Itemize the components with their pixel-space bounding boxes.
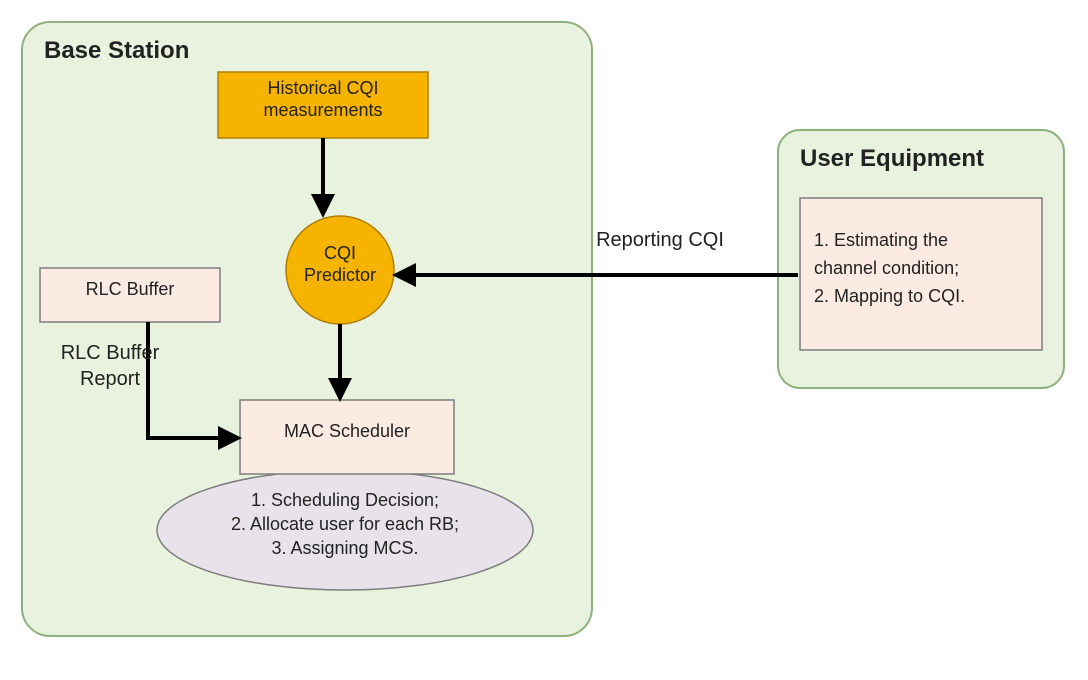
mac_scheduler-node: MAC Scheduler bbox=[240, 400, 454, 474]
user_equipment-title: User Equipment bbox=[800, 145, 984, 172]
cqi_predictor-node: CQIPredictor bbox=[286, 216, 394, 324]
svg-text:1. Estimating thechannel condi: 1. Estimating thechannel condition;2. Ma… bbox=[814, 230, 965, 306]
ue_details-node: 1. Estimating thechannel condition;2. Ma… bbox=[800, 198, 1042, 350]
base_station-title: Base Station bbox=[44, 37, 189, 64]
rlc_buffer-node: RLC Buffer bbox=[40, 268, 220, 322]
scheduler_details-node: 1. Scheduling Decision;2. Allocate user … bbox=[157, 470, 533, 590]
svg-text:MAC Scheduler: MAC Scheduler bbox=[284, 421, 410, 441]
svg-text:RLC Buffer: RLC Buffer bbox=[86, 279, 175, 299]
svg-text:Reporting CQI: Reporting CQI bbox=[596, 229, 724, 251]
historical_cqi-node: Historical CQImeasurements bbox=[218, 72, 428, 138]
